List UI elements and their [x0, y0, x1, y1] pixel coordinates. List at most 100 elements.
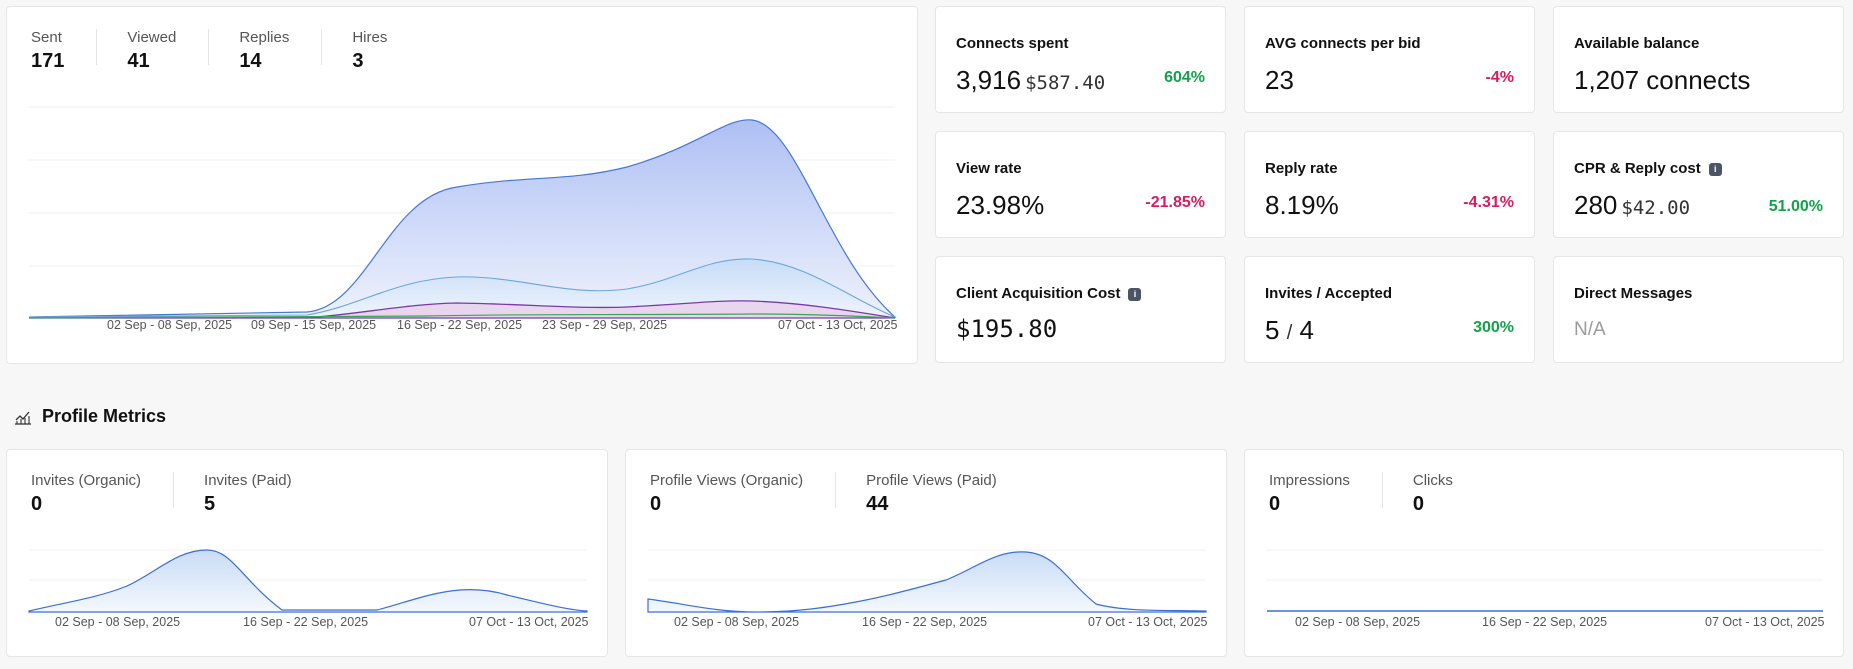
info-icon[interactable]: i — [1708, 163, 1722, 176]
chart-gridlines — [648, 549, 1206, 581]
stat-impressions: Impressions 0 — [1269, 472, 1383, 515]
chart-gridlines — [1267, 549, 1823, 581]
card-invites-chart: Invites (Organic) 0 Invites (Paid) 5 02 … — [6, 449, 608, 657]
x-axis-ticks: 02 Sep - 08 Sep, 2025 16 Sep - 22 Sep, 2… — [55, 615, 589, 629]
stat-hires: Hires 3 — [352, 29, 419, 72]
stat-value: 0 — [31, 493, 43, 515]
x-tick: 02 Sep - 08 Sep, 2025 — [674, 615, 799, 629]
stat-clicks: Clicks 0 — [1412, 472, 1485, 515]
stat-label: Viewed — [127, 29, 177, 46]
metric-title: Available balance — [1574, 35, 1700, 52]
stat-label: Sent — [31, 29, 62, 46]
cpr-count: 280 — [1574, 190, 1618, 220]
stat-label: Clicks — [1412, 472, 1453, 489]
metric-value: N/A — [1574, 319, 1606, 340]
metric-delta: -4.31% — [1463, 194, 1514, 211]
invites-stats: Invites (Organic) 0 Invites (Paid) 5 — [31, 472, 354, 515]
outreach-card: Sent 171 Viewed 41 Replies 14 Hires 3 — [6, 6, 918, 364]
metric-delta: 300% — [1473, 319, 1514, 336]
x-tick: 07 Oct - 13 Oct, 2025 — [778, 318, 898, 332]
metric-title: Invites / Accepted — [1265, 285, 1392, 302]
stat-label: Profile Views (Paid) — [866, 472, 997, 489]
chart-gridlines — [29, 549, 587, 581]
metric-value: 23.98% — [956, 190, 1045, 220]
stat-value: 44 — [866, 493, 889, 515]
card-cpr-reply-cost: CPR & Reply cost i 280 $42.00 51.00% — [1553, 131, 1844, 238]
card-invites-accepted: Invites / Accepted 5 / 4 300% — [1244, 256, 1535, 363]
stat-label: Invites (Organic) — [31, 472, 142, 489]
x-tick: 09 Sep - 15 Sep, 2025 — [251, 318, 376, 332]
card-avg-connects: AVG connects per bid 23 -4% — [1244, 6, 1535, 113]
stat-value: 171 — [31, 50, 65, 72]
impressions-line-chart[interactable]: 02 Sep - 08 Sep, 2025 16 Sep - 22 Sep, 2… — [1245, 450, 1845, 658]
invites-area-chart[interactable]: 02 Sep - 08 Sep, 2025 16 Sep - 22 Sep, 2… — [7, 450, 609, 658]
card-profile-views-chart: Profile Views (Organic) 0 Profile Views … — [625, 449, 1227, 657]
connects-cost: $587.40 — [1025, 72, 1106, 94]
x-tick: 16 Sep - 22 Sep, 2025 — [397, 318, 522, 332]
accepted-count: 4 — [1299, 315, 1314, 345]
x-tick: 16 Sep - 22 Sep, 2025 — [862, 615, 987, 629]
stat-value: 3 — [352, 50, 364, 72]
outreach-stats: Sent 171 Viewed 41 Replies 14 Hires 3 — [31, 29, 449, 72]
reply-cost: $42.00 — [1621, 197, 1691, 219]
stat-views-paid: Profile Views (Paid) 44 — [866, 472, 1029, 515]
card-reply-rate: Reply rate 8.19% -4.31% — [1244, 131, 1535, 238]
stat-label: Replies — [239, 29, 290, 46]
metric-value: 5 / 4 — [1265, 315, 1314, 346]
stat-viewed: Viewed 41 — [127, 29, 210, 72]
card-available-balance: Available balance 1,207 connects — [1553, 6, 1844, 113]
stat-label: Profile Views (Organic) — [650, 472, 804, 489]
x-tick: 07 Oct - 13 Oct, 2025 — [1088, 615, 1208, 629]
metric-delta: 51.00% — [1768, 198, 1823, 215]
metric-title: AVG connects per bid — [1265, 35, 1421, 52]
impressions-stats: Impressions 0 Clicks 0 — [1269, 472, 1515, 515]
section-header: Profile Metrics — [14, 406, 166, 427]
stat-invites-paid: Invites (Paid) 5 — [204, 472, 324, 515]
metric-value: 23 — [1265, 65, 1294, 95]
series-replies-line — [29, 300, 896, 319]
invites-series — [28, 549, 588, 613]
section-title: Profile Metrics — [42, 406, 167, 426]
x-tick: 16 Sep - 22 Sep, 2025 — [1482, 615, 1607, 629]
metric-title: Client Acquisition Cost i — [956, 285, 1142, 302]
metric-value: 1,207 connects — [1574, 65, 1751, 95]
x-axis-ticks: 02 Sep - 08 Sep, 2025 16 Sep - 22 Sep, 2… — [1295, 615, 1825, 629]
series-hires-line — [28, 313, 896, 319]
x-tick: 02 Sep - 08 Sep, 2025 — [107, 318, 232, 332]
stat-sent: Sent 171 — [31, 29, 98, 72]
x-tick: 02 Sep - 08 Sep, 2025 — [1295, 615, 1420, 629]
metric-delta: 604% — [1164, 69, 1205, 86]
stat-replies: Replies 14 — [239, 29, 323, 72]
card-connects-spent: Connects spent 3,916 $587.40 604% — [935, 6, 1226, 113]
profile-views-area-chart[interactable]: 02 Sep - 08 Sep, 2025 16 Sep - 22 Sep, 2… — [626, 450, 1228, 658]
x-axis-ticks: 02 Sep - 08 Sep, 2025 09 Sep - 15 Sep, 2… — [107, 318, 898, 332]
info-icon[interactable]: i — [1128, 288, 1142, 301]
metric-title-text: CPR & Reply cost — [1574, 160, 1701, 177]
card-impressions-chart: Impressions 0 Clicks 0 02 Sep - 08 Sep, … — [1244, 449, 1844, 657]
outreach-area-chart[interactable]: 02 Sep - 08 Sep, 2025 09 Sep - 15 Sep, 2… — [7, 7, 919, 365]
card-direct-messages: Direct Messages N/A — [1553, 256, 1844, 363]
series-sent-area — [28, 119, 897, 318]
x-tick: 02 Sep - 08 Sep, 2025 — [55, 615, 180, 629]
stat-value: 14 — [239, 50, 262, 72]
x-tick: 07 Oct - 13 Oct, 2025 — [1705, 615, 1825, 629]
stat-value: 41 — [127, 50, 150, 72]
metric-value: 3,916 $587.40 — [956, 65, 1105, 96]
profile-views-stats: Profile Views (Organic) 0 Profile Views … — [650, 472, 1059, 515]
invites-separator: / — [1286, 322, 1293, 344]
chart-growth-icon — [15, 411, 31, 425]
metric-delta: -21.85% — [1145, 194, 1205, 211]
metric-title: Connects spent — [956, 35, 1069, 52]
stat-views-organic: Profile Views (Organic) 0 — [650, 472, 837, 515]
x-tick: 07 Oct - 13 Oct, 2025 — [469, 615, 589, 629]
metric-value: $195.80 — [956, 315, 1058, 343]
x-axis-ticks: 02 Sep - 08 Sep, 2025 16 Sep - 22 Sep, 2… — [674, 615, 1208, 629]
metric-value: 280 $42.00 — [1574, 190, 1690, 221]
metric-title: Reply rate — [1265, 160, 1338, 177]
views-series — [647, 551, 1207, 613]
stat-value: 0 — [1412, 493, 1424, 515]
x-tick: 23 Sep - 29 Sep, 2025 — [542, 318, 667, 332]
metric-title: CPR & Reply cost i — [1574, 160, 1722, 177]
stat-invites-organic: Invites (Organic) 0 — [31, 472, 175, 515]
stat-value: 5 — [204, 493, 216, 515]
